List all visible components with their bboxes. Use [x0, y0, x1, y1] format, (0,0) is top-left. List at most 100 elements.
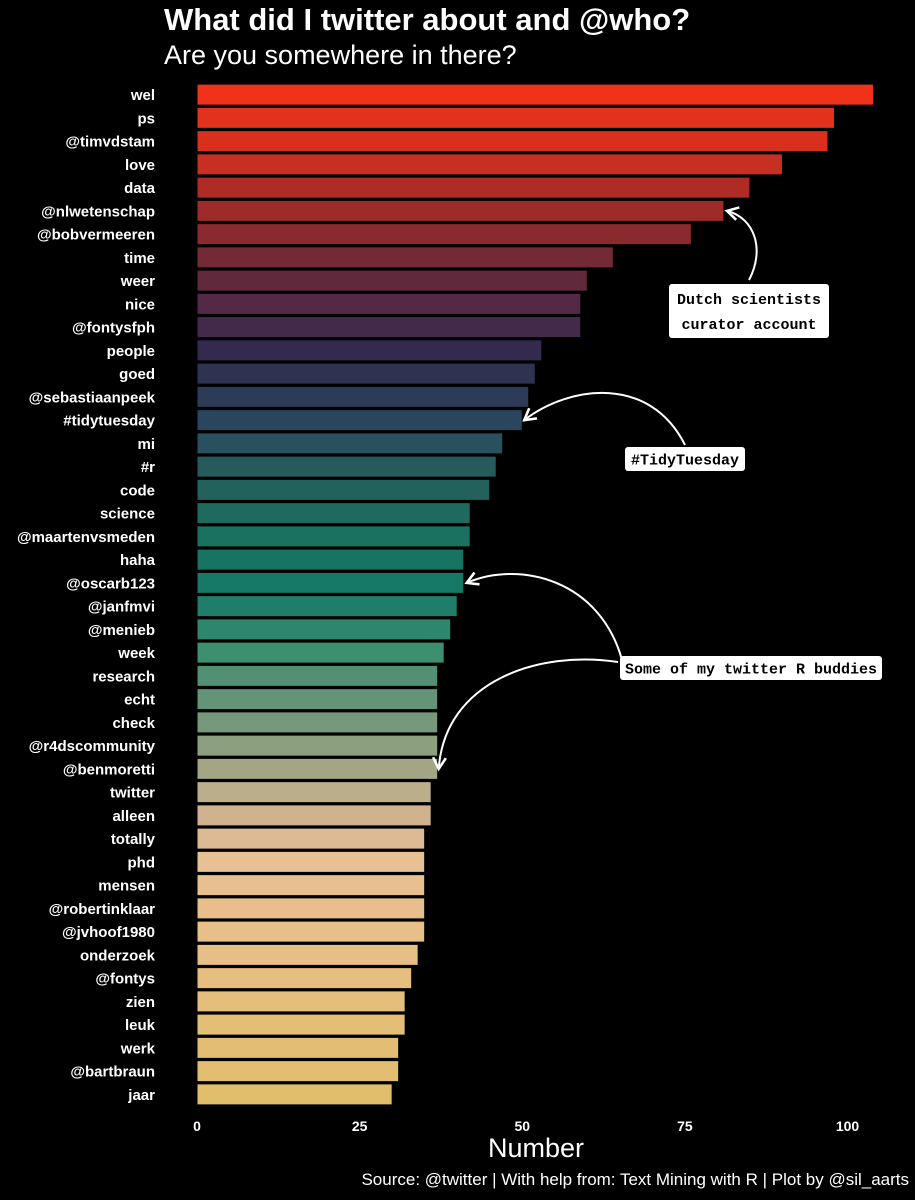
annotation-buddies-arrow-2: [431, 658, 619, 772]
bar-27: [196, 711, 439, 734]
y-tick-label: werk: [120, 1040, 156, 1057]
y-tick-label: @fontysfph: [72, 320, 155, 337]
y-tick-label: echt: [124, 692, 155, 709]
bar-23: [196, 618, 452, 641]
y-tick-label: wel: [130, 87, 155, 104]
y-tick-label: @sebastiaanpeek: [29, 389, 156, 406]
chart-subtitle: Are you somewhere in there?: [164, 40, 517, 70]
x-tick-label: 100: [836, 1118, 860, 1134]
x-tick-label: 25: [352, 1118, 368, 1134]
y-tick-label: @fontys: [95, 971, 155, 988]
y-tick-label: ps: [137, 110, 155, 127]
y-tick-labels: wel ps @timvdstam love data @nlwetenschap @bob…: [17, 87, 156, 1104]
bar-15: [196, 432, 504, 455]
y-tick-label: @benmoretti: [63, 761, 155, 778]
bar-43: [196, 1083, 393, 1106]
y-tick-label: @janfmvi: [88, 599, 155, 616]
annotation-text: Dutch scientists: [677, 292, 821, 309]
annotations-layer: Dutch scientists curator account #TidyTues…: [431, 206, 882, 772]
y-tick-label: @oscarb123: [66, 575, 155, 592]
bar-38: [196, 967, 413, 990]
y-tick-label: @timvdstam: [65, 134, 155, 151]
bar-36: [196, 920, 426, 943]
y-tick-label: phd: [128, 854, 156, 871]
y-tick-label: check: [112, 715, 155, 732]
y-tick-label: #tidytuesday: [63, 413, 155, 430]
annotation-text: curator account: [681, 317, 816, 334]
annotation-buddies-label: Some of my twitter R buddies: [620, 656, 882, 680]
x-tick-label: 75: [677, 1118, 693, 1134]
y-tick-label: mensen: [98, 878, 155, 895]
annotation-text: Some of my twitter R buddies: [625, 661, 877, 678]
bar-21: [196, 571, 465, 594]
y-tick-label: goed: [119, 366, 155, 383]
bar-39: [196, 990, 406, 1013]
chart-title: What did I twitter about and @who?: [164, 2, 691, 37]
bar-41: [196, 1036, 400, 1059]
bar-16: [196, 455, 497, 478]
bar-14: [196, 409, 523, 432]
y-tick-label: people: [107, 343, 155, 360]
y-tick-label: #r: [141, 459, 155, 476]
y-tick-label: jaar: [127, 1087, 155, 1104]
annotation-tidytuesday-arrow: [522, 391, 686, 446]
y-tick-label: @jvhoof1980: [62, 924, 155, 941]
bar-2: [196, 130, 829, 153]
y-tick-label: code: [120, 482, 155, 499]
y-tick-label: @bartbraun: [70, 1064, 155, 1081]
y-tick-label: leuk: [125, 1017, 156, 1034]
bar-31: [196, 804, 432, 827]
bar-30: [196, 781, 432, 804]
bar-17: [196, 478, 491, 501]
bar-20: [196, 548, 465, 571]
annotation-text: #TidyTuesday: [631, 452, 739, 469]
annotation-tidytuesday-label: #TidyTuesday: [625, 447, 745, 471]
y-tick-label: totally: [111, 831, 156, 848]
bar-9: [196, 292, 582, 315]
bar-1: [196, 106, 835, 129]
x-tick-label: 0: [193, 1118, 201, 1134]
bar-22: [196, 595, 458, 618]
annotation-buddies-arrow-1: [464, 571, 623, 661]
bar-25: [196, 664, 439, 687]
y-tick-label: @r4dscommunity: [29, 738, 156, 755]
y-tick-label: mi: [137, 436, 155, 453]
bar-35: [196, 897, 426, 920]
y-tick-label: haha: [120, 552, 156, 569]
y-tick-label: @nlwetenschap: [41, 203, 155, 220]
y-tick-label: nice: [125, 296, 155, 313]
bar-5: [196, 199, 725, 222]
y-tick-label: onderzoek: [80, 947, 156, 964]
bar-26: [196, 688, 439, 711]
y-tick-label: @maartenvsmeden: [17, 529, 155, 546]
x-tick-label: 50: [514, 1118, 530, 1134]
y-tick-label: @menieb: [88, 622, 155, 639]
bar-10: [196, 316, 582, 339]
bar-18: [196, 502, 471, 525]
annotation-curator-arrow: [724, 206, 758, 281]
x-tick-labels: 0 25 50 75 100: [193, 1118, 859, 1134]
bar-8: [196, 269, 588, 292]
bar-29: [196, 757, 439, 780]
bar-13: [196, 385, 530, 408]
annotation-curator-label: Dutch scientists curator account: [669, 284, 829, 338]
bar-42: [196, 1060, 400, 1083]
bar-19: [196, 525, 471, 548]
x-axis-label: Number: [487, 1133, 585, 1163]
y-tick-label: science: [100, 506, 155, 523]
bar-34: [196, 874, 426, 897]
y-tick-label: alleen: [112, 808, 155, 825]
bar-0: [196, 83, 875, 106]
bar-12: [196, 362, 536, 385]
bars-layer: [196, 83, 875, 1106]
bar-3: [196, 153, 783, 176]
y-tick-label: data: [124, 180, 156, 197]
y-tick-label: week: [117, 645, 155, 662]
bar-40: [196, 1013, 406, 1036]
y-tick-label: @bobvermeeren: [37, 227, 155, 244]
bar-4: [196, 176, 751, 199]
bar-33: [196, 850, 426, 873]
y-tick-label: zien: [126, 994, 155, 1011]
bar-11: [196, 339, 543, 362]
